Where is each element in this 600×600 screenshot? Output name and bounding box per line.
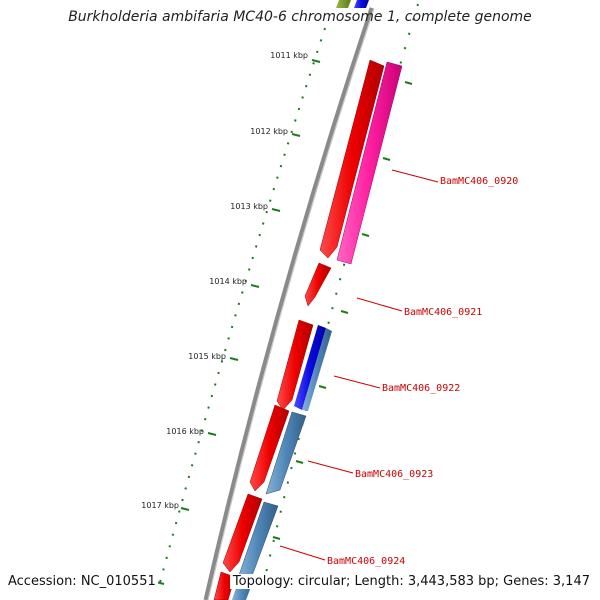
tick-label: 1013 kbp bbox=[230, 202, 268, 211]
gene-leader-line bbox=[391, 169, 439, 183]
tick-label: 1016 kbp bbox=[166, 427, 204, 436]
inner-ticks bbox=[272, 81, 413, 540]
cds-feature-steelblue bbox=[302, 328, 332, 411]
cds-feature-steelblue bbox=[265, 411, 307, 495]
cds-feature-olive bbox=[336, 0, 351, 8]
major-tick bbox=[250, 284, 260, 288]
major-tick bbox=[271, 208, 281, 212]
gene-label[interactable]: BamMC406_0922 bbox=[382, 383, 460, 394]
gene-leader-line bbox=[333, 375, 381, 389]
gene-label[interactable]: BamMC406_0921 bbox=[404, 307, 482, 318]
inner-tick bbox=[404, 81, 413, 85]
genome-backbone bbox=[203, 7, 375, 600]
genome-summary-text: Topology: circular; Length: 3,443,583 bp… bbox=[229, 574, 590, 589]
major-ticks bbox=[155, 59, 321, 585]
outer-tick-ring bbox=[157, 27, 326, 591]
cds-feature-red bbox=[276, 319, 314, 411]
cds-feature-red bbox=[319, 59, 385, 259]
major-tick bbox=[207, 432, 217, 436]
cds-feature-blue bbox=[294, 325, 326, 410]
genome-backbone-highlight bbox=[207, 7, 375, 600]
gene-leader-line bbox=[307, 460, 354, 474]
tick-label: 1017 kbp bbox=[141, 501, 179, 510]
inner-tick bbox=[361, 233, 370, 237]
gene-label[interactable]: BamMC406_0920 bbox=[440, 176, 518, 187]
tick-labels: 1011 kbp 1012 kbp 1013 kbp 1014 kbp 1015… bbox=[141, 51, 308, 510]
tick-label: 1011 kbp bbox=[270, 51, 308, 60]
cds-feature-magenta bbox=[336, 61, 403, 265]
cds-feature-blue-top bbox=[354, 0, 369, 8]
major-tick bbox=[311, 59, 321, 63]
inner-tick bbox=[318, 385, 327, 389]
tick-label: 1014 kbp bbox=[209, 277, 247, 286]
gene-label[interactable]: BamMC406_0923 bbox=[355, 469, 433, 480]
major-tick bbox=[229, 357, 239, 361]
inner-tick bbox=[382, 157, 391, 161]
inner-tick bbox=[295, 460, 304, 464]
accession-text: Accession: NC_010551 bbox=[8, 574, 158, 589]
gene-leader-line bbox=[279, 545, 326, 561]
cds-feature-red bbox=[304, 262, 332, 307]
tick-label: 1012 kbp bbox=[250, 127, 288, 136]
gene-label[interactable]: BamMC406_0924 bbox=[327, 556, 405, 567]
gene-leader-line bbox=[356, 297, 403, 312]
major-tick bbox=[180, 507, 190, 511]
inner-tick bbox=[272, 536, 281, 540]
map-title: Burkholderia ambifaria MC40-6 chromosome… bbox=[68, 9, 532, 25]
major-tick bbox=[291, 133, 301, 137]
tick-label: 1015 kbp bbox=[188, 352, 226, 361]
gene-labels: BamMC406_0920 BamMC406_0921 BamMC406_092… bbox=[327, 176, 518, 567]
cds-feature-red bbox=[222, 493, 263, 573]
inner-tick bbox=[340, 310, 349, 314]
cds-feature-red bbox=[249, 404, 290, 492]
